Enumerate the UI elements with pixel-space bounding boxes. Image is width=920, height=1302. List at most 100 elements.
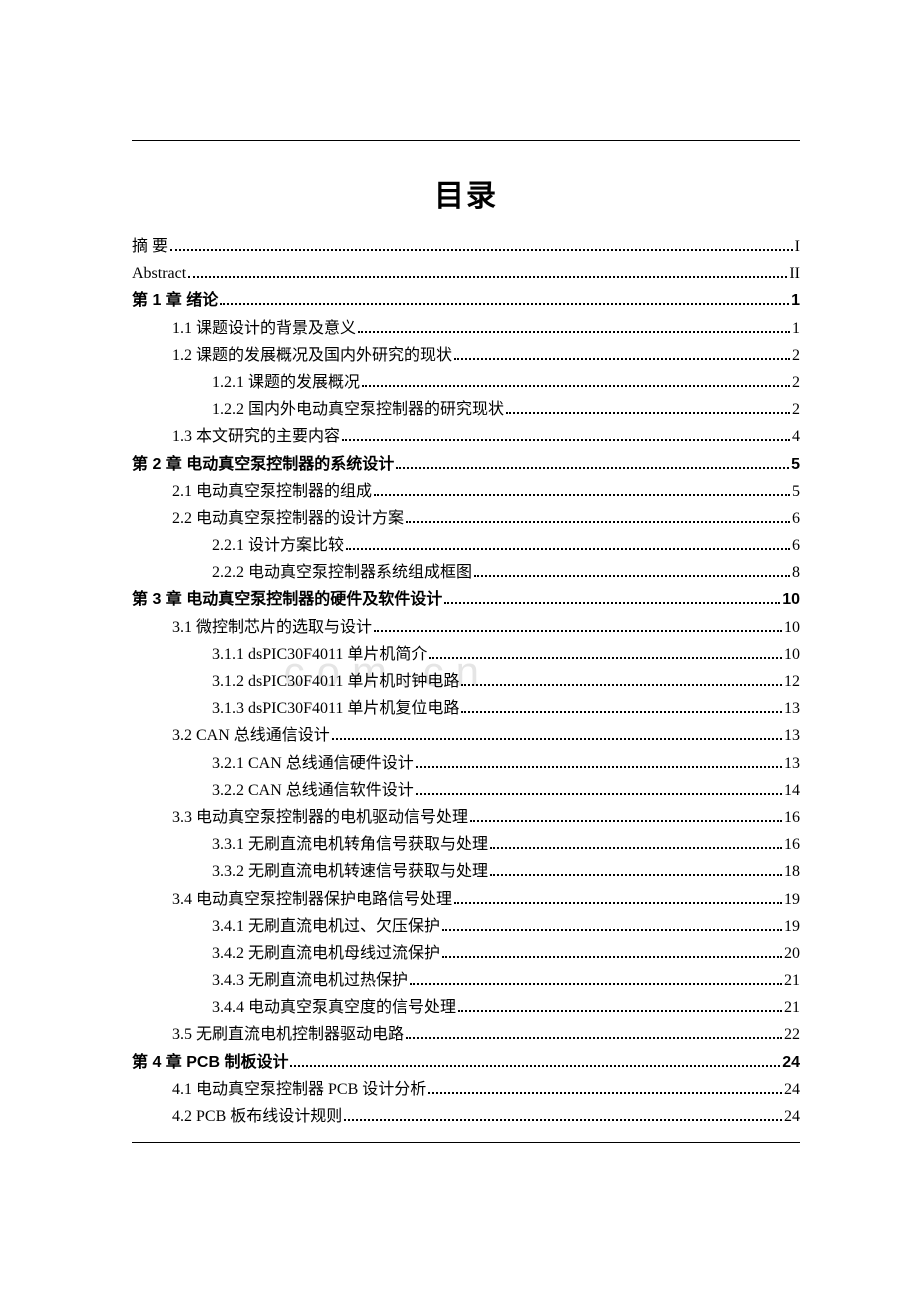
- toc-entry-label: 2.1 电动真空泵控制器的组成: [172, 478, 372, 505]
- toc-entry: 3.3 电动真空泵控制器的电机驱动信号处理 16: [132, 804, 800, 831]
- toc-entry: 3.4.2 无刷直流电机母线过流保护 20: [132, 940, 800, 967]
- footer-rule: [132, 1142, 800, 1143]
- toc-entry-page: 4: [792, 423, 800, 450]
- toc-entry: 3.4.1 无刷直流电机过、欠压保护19: [132, 913, 800, 940]
- toc-entry-page: 16: [784, 831, 800, 858]
- toc-entry-page: 21: [784, 967, 800, 994]
- toc-entry-label: 3.4.2 无刷直流电机母线过流保护: [212, 940, 440, 967]
- toc-entry-label: 3.2.2 CAN 总线通信软件设计: [212, 777, 414, 804]
- toc-entry-label: 3.1 微控制芯片的选取与设计: [172, 614, 372, 641]
- toc-entry: 3.1 微控制芯片的选取与设计 10: [132, 614, 800, 641]
- toc-leader-dots: [454, 358, 790, 360]
- toc-entry-page: 2: [792, 342, 800, 369]
- toc-entry-label: 2.2.1 设计方案比较: [212, 532, 344, 559]
- toc-entry-page: 20: [784, 940, 800, 967]
- toc-entry: AbstractII: [132, 260, 800, 287]
- toc-leader-dots: [342, 439, 790, 441]
- toc-leader-dots: [490, 874, 782, 876]
- toc-entry: 3.1.1 dsPIC30F4011 单片机简介10: [132, 641, 800, 668]
- toc-entry-page: 18: [784, 858, 800, 885]
- toc-entry-label: 3.3.1 无刷直流电机转角信号获取与处理: [212, 831, 488, 858]
- toc-entry-label: 1.2.1 课题的发展概况: [212, 369, 360, 396]
- toc-entry-label: 1.1 课题设计的背景及意义: [172, 315, 356, 342]
- toc-entry-page: 13: [784, 695, 800, 722]
- toc-entry-label: 3.1.2 dsPIC30F4011 单片机时钟电路: [212, 668, 459, 695]
- toc-entry-page: 10: [784, 614, 800, 641]
- toc-leader-dots: [506, 412, 790, 414]
- toc-leader-dots: [406, 521, 790, 523]
- toc-entry-page: 10: [782, 586, 800, 613]
- toc-entry-page: 5: [791, 451, 800, 478]
- toc-entry-page: 24: [784, 1076, 800, 1103]
- toc-entry: 1.2.1 课题的发展概况2: [132, 369, 800, 396]
- toc-leader-dots: [470, 820, 782, 822]
- toc-entry: 3.2.2 CAN 总线通信软件设计14: [132, 777, 800, 804]
- toc-entry-label: 3.4 电动真空泵控制器保护电路信号处理: [172, 886, 452, 913]
- toc-entry-label: 3.3.2 无刷直流电机转速信号获取与处理: [212, 858, 488, 885]
- toc-entry-label: 3.3 电动真空泵控制器的电机驱动信号处理: [172, 804, 468, 831]
- toc-leader-dots: [416, 793, 782, 795]
- toc-entry: 4.2 PCB 板布线设计规则24: [132, 1103, 800, 1130]
- toc-entry-page: 24: [782, 1049, 800, 1076]
- toc-entry: 2.2.1 设计方案比较 6: [132, 532, 800, 559]
- toc-leader-dots: [170, 249, 793, 251]
- toc-entry: 3.1.2 dsPIC30F4011 单片机时钟电路 12: [132, 668, 800, 695]
- toc-leader-dots: [444, 602, 780, 604]
- toc-entry: 2.2.2 电动真空泵控制器系统组成框图 8: [132, 559, 800, 586]
- toc-entry: 第 4 章 PCB 制板设计 24: [132, 1049, 800, 1076]
- toc-entry: 3.4 电动真空泵控制器保护电路信号处理 19: [132, 886, 800, 913]
- toc-entry-page: 1: [791, 287, 800, 314]
- header-rule: [132, 140, 800, 141]
- toc-entry: 1.2 课题的发展概况及国内外研究的现状 2: [132, 342, 800, 369]
- toc-entry: 1.1 课题设计的背景及意义1: [132, 315, 800, 342]
- toc-leader-dots: [458, 1010, 782, 1012]
- toc-entry: 3.2.1 CAN 总线通信硬件设计13: [132, 750, 800, 777]
- toc-entry-label: 3.5 无刷直流电机控制器驱动电路: [172, 1021, 404, 1048]
- toc-entry-page: 19: [784, 886, 800, 913]
- toc-entry-label: 1.2.2 国内外电动真空泵控制器的研究现状: [212, 396, 504, 423]
- toc-entry-label: 摘 要: [132, 233, 168, 260]
- toc-list: 摘 要IAbstractII第 1 章 绪论11.1 课题设计的背景及意义11.…: [132, 233, 800, 1130]
- toc-leader-dots: [374, 630, 782, 632]
- toc-entry-page: 6: [792, 532, 800, 559]
- toc-entry-page: I: [795, 233, 800, 260]
- toc-entry-page: 22: [784, 1021, 800, 1048]
- toc-entry-page: 12: [784, 668, 800, 695]
- toc-entry: 3.1.3 dsPIC30F4011 单片机复位电路13: [132, 695, 800, 722]
- toc-entry: 第 2 章 电动真空泵控制器的系统设计5: [132, 451, 800, 478]
- toc-entry-label: 3.4.4 电动真空泵真空度的信号处理: [212, 994, 456, 1021]
- toc-leader-dots: [490, 847, 782, 849]
- toc-entry-label: 2.2 电动真空泵控制器的设计方案: [172, 505, 404, 532]
- toc-leader-dots: [344, 1119, 782, 1121]
- toc-leader-dots: [474, 575, 790, 577]
- toc-entry-label: 2.2.2 电动真空泵控制器系统组成框图: [212, 559, 472, 586]
- toc-entry-page: 24: [784, 1103, 800, 1130]
- toc-entry-page: 13: [784, 722, 800, 749]
- toc-entry-page: II: [789, 260, 800, 287]
- toc-entry-page: 6: [792, 505, 800, 532]
- toc-leader-dots: [396, 467, 789, 469]
- toc-entry: 3.4.3 无刷直流电机过热保护21: [132, 967, 800, 994]
- toc-leader-dots: [188, 276, 787, 278]
- toc-entry-page: 16: [784, 804, 800, 831]
- toc-entry-label: 3.2 CAN 总线通信设计: [172, 722, 330, 749]
- toc-entry: 3.3.1 无刷直流电机转角信号获取与处理 16: [132, 831, 800, 858]
- toc-entry: 2.2 电动真空泵控制器的设计方案 6: [132, 505, 800, 532]
- toc-leader-dots: [454, 902, 782, 904]
- toc-entry-label: 1.2 课题的发展概况及国内外研究的现状: [172, 342, 452, 369]
- toc-entry-label: 4.1 电动真空泵控制器 PCB 设计分析: [172, 1076, 426, 1103]
- toc-leader-dots: [429, 657, 782, 659]
- toc-leader-dots: [290, 1065, 780, 1067]
- toc-entry-label: 第 4 章 PCB 制板设计: [132, 1049, 288, 1076]
- toc-entry: 3.2 CAN 总线通信设计 13: [132, 722, 800, 749]
- toc-leader-dots: [406, 1037, 782, 1039]
- toc-entry-label: 3.1.1 dsPIC30F4011 单片机简介: [212, 641, 427, 668]
- toc-entry-label: 1.3 本文研究的主要内容: [172, 423, 340, 450]
- toc-entry-page: 8: [792, 559, 800, 586]
- toc-leader-dots: [416, 766, 782, 768]
- toc-entry: 2.1 电动真空泵控制器的组成5: [132, 478, 800, 505]
- toc-entry: 3.3.2 无刷直流电机转速信号获取与处理 18: [132, 858, 800, 885]
- toc-leader-dots: [332, 738, 782, 740]
- toc-entry-label: 第 3 章 电动真空泵控制器的硬件及软件设计: [132, 586, 442, 613]
- toc-leader-dots: [374, 494, 790, 496]
